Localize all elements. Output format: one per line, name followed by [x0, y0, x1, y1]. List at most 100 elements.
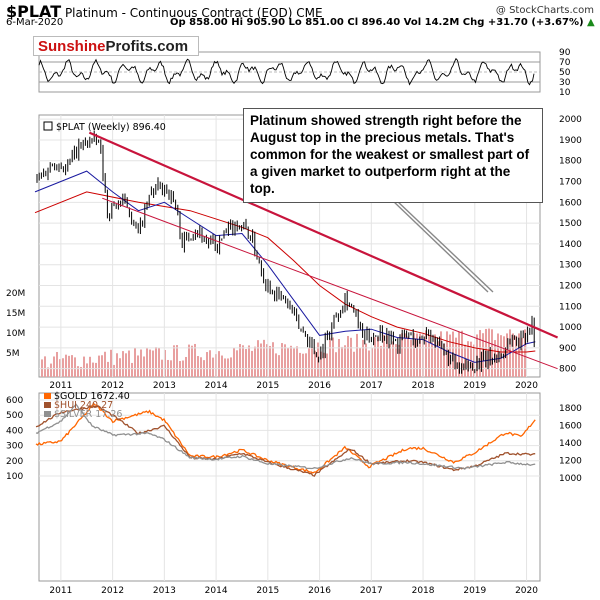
volume-bar — [245, 349, 247, 377]
comp-x-label-2020: 2020 — [515, 586, 538, 596]
volume-bar — [434, 334, 436, 377]
price-tick-800: 800 — [559, 365, 576, 375]
volume-bar — [62, 358, 64, 377]
volume-bar — [56, 351, 58, 377]
volume-bar — [377, 337, 379, 377]
volume-label-5M: 5M — [6, 349, 20, 359]
volume-bar — [488, 328, 490, 377]
volume-bar — [404, 333, 406, 377]
volume-bar — [398, 344, 400, 377]
volume-bar — [155, 347, 157, 377]
volume-bar — [68, 355, 70, 377]
rsi-tick-10: 10 — [559, 88, 571, 98]
ohlc-values: Op 858.00 Hi 905.90 Lo 851.00 Cl 896.40 … — [170, 17, 584, 28]
volume-bar — [218, 351, 220, 377]
volume-bar — [188, 344, 190, 377]
volume-bar — [257, 340, 259, 377]
volume-bar — [326, 353, 328, 377]
volume-bar — [77, 366, 79, 377]
price-x-label-2016: 2016 — [308, 381, 331, 391]
volume-bar — [287, 348, 289, 377]
moving-average-short — [34, 170, 536, 363]
price-tick-900: 900 — [559, 344, 576, 354]
chart-title: $PLAT Platinum - Continuous Contract (EO… — [6, 2, 323, 21]
volume-bar — [209, 350, 211, 377]
price-tick-1500: 1500 — [559, 219, 582, 229]
comp-right-tick-1000: 1000 — [559, 474, 582, 484]
volume-bar — [146, 348, 148, 377]
legend-silver-line: $SILVER 17.26 — [54, 409, 122, 420]
volume-bar — [278, 355, 280, 377]
volume-bar — [470, 341, 472, 377]
volume-bar — [386, 335, 388, 377]
volume-bar — [515, 335, 517, 377]
volume-bar — [380, 345, 382, 377]
volume-bar — [341, 346, 343, 377]
volume-bar — [296, 346, 298, 377]
price-tick-1200: 1200 — [559, 282, 582, 292]
volume-bar — [242, 345, 244, 377]
price-tick-1600: 1600 — [559, 198, 582, 208]
volume-bar — [47, 367, 49, 377]
comp-left-tick-400: 400 — [6, 426, 23, 436]
volume-bar — [125, 353, 127, 377]
volume-bar — [410, 339, 412, 377]
volume-bar — [221, 355, 223, 377]
volume-bar — [92, 362, 94, 377]
volume-bar — [260, 343, 262, 377]
volume-bar — [143, 356, 145, 377]
volume-bar — [149, 349, 151, 377]
chart-subtitle: Platinum - Continuous Contract (EOD) — [64, 6, 293, 20]
volume-bar — [458, 331, 460, 377]
comp-left-tick-600: 600 — [6, 396, 23, 406]
comp-right-tick-1200: 1200 — [559, 457, 582, 467]
comparison-panel: 100 200 300 400 500 600 1000 1200 1400 1600 1800 20… — [6, 391, 582, 596]
comp-left-tick-500: 500 — [6, 411, 23, 421]
volume-bar — [350, 337, 352, 377]
hui-line — [35, 405, 536, 477]
volume-bar — [449, 334, 451, 377]
volume-bar — [332, 337, 334, 377]
volume-bar — [104, 351, 106, 377]
silver-line — [35, 403, 536, 470]
comp-x-label-2018: 2018 — [412, 586, 435, 596]
volume-bar — [401, 333, 403, 377]
volume-bar — [50, 363, 52, 377]
ohlc-readout: Op 858.00 Hi 905.90 Lo 851.00 Cl 896.40 … — [170, 17, 595, 28]
volume-bar — [101, 355, 103, 377]
volume-bar — [230, 357, 232, 377]
volume-bar — [227, 358, 229, 377]
comp-left-tick-100: 100 — [6, 472, 23, 482]
volume-bar — [284, 344, 286, 377]
volume-bar — [86, 363, 88, 377]
volume-bar — [407, 336, 409, 377]
price-x-label-2011: 2011 — [49, 381, 72, 391]
volume-bar — [518, 333, 520, 377]
price-x-label-2012: 2012 — [101, 381, 124, 391]
volume-bar — [512, 333, 514, 377]
comp-x-label-2017: 2017 — [360, 586, 383, 596]
volume-bar — [413, 332, 415, 377]
volume-bar — [263, 339, 265, 377]
annotation-pointer — [391, 199, 489, 293]
volume-bar — [428, 335, 430, 377]
price-x-label-2018: 2018 — [412, 381, 435, 391]
volume-bar — [368, 350, 370, 377]
volume-bar — [236, 350, 238, 377]
stockcharts-credit: @ StockCharts.com — [495, 5, 594, 16]
rsi-tick-50: 50 — [559, 68, 571, 78]
volume-bar — [302, 353, 304, 377]
volume-bar — [113, 364, 115, 377]
annotation-box: Platinum showed strength right before th… — [243, 108, 543, 203]
volume-bar — [233, 347, 235, 377]
legend-gold-line: $GOLD 1672.40 — [54, 391, 130, 402]
rsi-tick-90: 90 — [559, 48, 571, 58]
volume-bar — [194, 343, 196, 377]
volume-bar — [122, 351, 124, 377]
price-x-label-2019: 2019 — [463, 381, 486, 391]
comp-x-label-2016: 2016 — [308, 586, 331, 596]
volume-bar — [467, 341, 469, 377]
comparison-frame — [38, 392, 541, 582]
price-tick-1800: 1800 — [559, 157, 582, 167]
